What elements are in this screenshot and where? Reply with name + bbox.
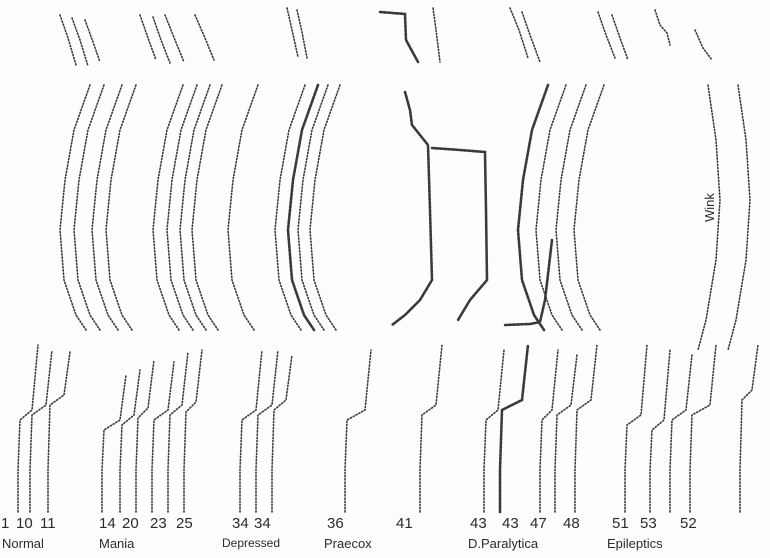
trace-number-14: 14 (99, 515, 116, 532)
middle-trace-34 (697, 84, 721, 351)
group-label-praecox: Praecox (324, 536, 372, 551)
middle-trace-19 (91, 84, 123, 331)
trace-number-1: 1 (1, 515, 10, 532)
top-trace-9 (432, 7, 441, 63)
bottom-trace-54 (498, 343, 530, 514)
bottom-trace-46 (167, 351, 189, 513)
top-trace-6 (194, 14, 215, 61)
trace-number-25: 25 (176, 515, 193, 532)
middle-trace-30 (516, 83, 550, 332)
middle-trace-26 (274, 84, 306, 331)
middle-trace-28 (297, 84, 329, 331)
bottom-trace-39 (17, 344, 39, 513)
trace-number-53: 53 (640, 515, 657, 532)
bottom-trace-52 (419, 344, 443, 513)
bottom-trace-41 (47, 351, 71, 513)
bottom-trace-51 (344, 349, 372, 513)
group-label-normal: Normal (2, 536, 44, 551)
trace-number-43a: 43 (470, 515, 487, 532)
bottom-trace-45 (151, 361, 175, 513)
top-trace-14 (694, 29, 713, 61)
bottom-trace-43 (119, 369, 141, 513)
middle-trace-22 (166, 84, 198, 331)
trace-number-23: 23 (150, 515, 167, 532)
middle-trace-23 (179, 84, 211, 331)
bottom-trace-62 (739, 344, 759, 513)
group-label-d-paralytica: D.Paralytica (468, 536, 539, 551)
middle-trace-37 (430, 146, 489, 322)
middle-trace-20 (105, 84, 137, 331)
bottom-trace-53 (483, 349, 505, 513)
top-trace-0 (59, 14, 77, 66)
top-trace-4 (152, 16, 171, 64)
trace-number-20: 20 (122, 515, 139, 532)
top-trace-15 (378, 10, 420, 64)
top-trace-11 (521, 11, 541, 63)
bottom-trace-40 (29, 349, 53, 513)
bottom-trace-49 (255, 349, 279, 513)
bottom-trace-61 (689, 344, 717, 513)
trace-number-34a: 34 (232, 515, 249, 532)
bottom-trace-42 (101, 374, 127, 513)
bottom-trace-55 (539, 349, 559, 513)
middle-trace-32 (555, 84, 587, 331)
top-trace-10 (509, 7, 529, 59)
top-trace-3 (139, 14, 157, 61)
top-trace-5 (164, 14, 185, 63)
wink-annotation: Wink (702, 193, 717, 222)
bottom-trace-47 (183, 349, 203, 513)
trace-number-10: 10 (16, 515, 33, 532)
bottom-trace-44 (135, 359, 155, 513)
bottom-trace-50 (271, 354, 293, 513)
trace-number-48: 48 (563, 515, 580, 532)
trace-number-51: 51 (612, 515, 629, 532)
top-trace-2 (84, 19, 101, 63)
middle-trace-29 (309, 84, 341, 331)
top-trace-1 (71, 17, 89, 67)
top-trace-7 (286, 7, 299, 58)
middle-trace-31 (535, 84, 567, 331)
middle-trace-21 (152, 84, 184, 331)
top-trace-16 (654, 9, 671, 46)
trace-number-43b: 43 (502, 515, 519, 532)
middle-trace-38 (503, 238, 554, 327)
trace-number-34b: 34 (254, 515, 271, 532)
middle-trace-25 (227, 84, 259, 331)
middle-trace-27 (286, 83, 320, 332)
middle-trace-33 (573, 84, 605, 331)
group-label-mania: Mania (99, 536, 135, 551)
trace-number-41: 41 (396, 515, 413, 532)
bottom-trace-57 (574, 344, 598, 513)
top-trace-8 (296, 9, 308, 59)
middle-trace-24 (191, 84, 223, 331)
trace-number-11: 11 (40, 515, 56, 532)
group-label-depressed: Depressed (222, 536, 281, 550)
bottom-trace-59 (649, 349, 671, 513)
group-label-epileptics: Epileptics (607, 536, 663, 551)
middle-trace-17 (59, 84, 91, 331)
trace-number-36: 36 (327, 515, 344, 532)
trace-number-47: 47 (530, 515, 547, 532)
middle-trace-35 (727, 84, 751, 351)
trace-number-52: 52 (680, 515, 697, 532)
bottom-trace-48 (239, 349, 263, 513)
middle-trace-18 (73, 84, 105, 331)
bottom-trace-60 (669, 354, 693, 513)
middle-trace-36 (390, 90, 434, 327)
top-trace-12 (597, 11, 616, 59)
bottom-trace-58 (624, 344, 648, 513)
bottom-trace-56 (554, 354, 578, 513)
top-trace-13 (611, 14, 629, 61)
